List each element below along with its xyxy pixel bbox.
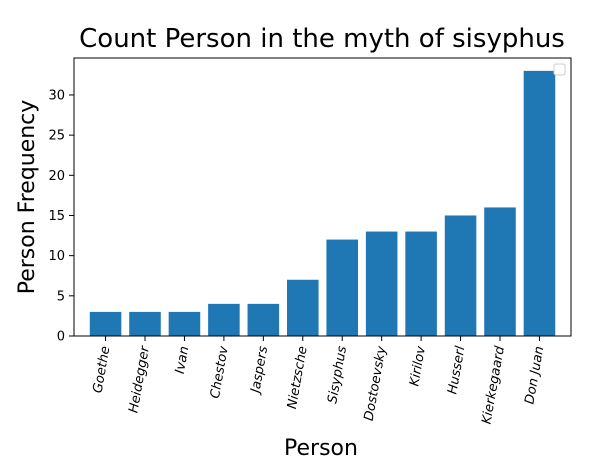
bar-jaspers [247,303,280,336]
x-tick-label: Jaspers [248,345,271,397]
y-tick-label: 20 [48,169,65,184]
x-tick-label: Kierkegaard [479,344,508,425]
plot-area: 0 5 10 15 20 25 30 Goethe Heidegger Ivan Chestov Ja… [48,57,572,425]
bar-nietzsche [287,279,319,336]
y-tick-label: 15 [48,209,65,224]
bar-husserl [444,215,477,336]
y-tick-label: 10 [48,249,65,264]
y-tick-label: 0 [57,330,65,345]
x-tick-label: Nietzsche [285,345,311,410]
x-tick-label: Husserl [445,345,468,396]
bar-kirilov [405,231,437,336]
x-tick-label: Ivan [173,345,193,375]
bar-ivan [168,311,201,336]
bar-heidegger [129,311,161,336]
bar-chestov [208,303,240,336]
y-axis-label: Person Frequency [15,100,40,295]
bar-sisyphus [326,239,358,336]
bar-goethe [89,311,122,336]
x-tick-label: Chestov [208,345,232,400]
x-axis-label: Person [284,436,358,461]
chart-title: Count Person in the myth of sisyphus [79,24,565,54]
bar-don-juan [523,70,556,337]
y-tick-label: 5 [57,289,65,304]
axes-frame [73,57,572,337]
y-tick-label: 25 [48,129,65,144]
x-tick-label: Sisyphus [325,345,350,405]
x-tick-label: Heidegger [126,343,153,414]
x-tick-label: Dostoevsky [362,345,390,422]
x-tick-label: Goethe [91,345,114,394]
y-tick-label: 30 [48,88,65,103]
x-tick-label: Kirilov [407,345,429,388]
x-tick-label: Don Juan [522,345,547,405]
bar-kierkegaard [484,207,516,336]
bar-dostoevsky [365,231,398,336]
legend-box [553,63,566,76]
